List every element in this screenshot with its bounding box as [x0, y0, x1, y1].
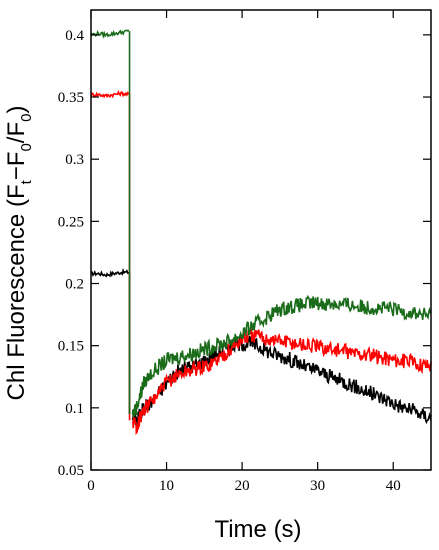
series-group	[90, 90, 432, 436]
series-line	[131, 294, 432, 418]
y-tick-label: 0.05	[58, 463, 84, 479]
y-axis-title-sub-0b: 0	[18, 114, 35, 122]
y-tick-label: 0.25	[58, 214, 84, 230]
series-pre-line	[90, 29, 130, 40]
y-axis-title: Chl Fluorescence (Ft−F0/F0)	[3, 106, 35, 401]
series-line	[131, 328, 432, 436]
y-tick-label: 0.35	[58, 90, 84, 106]
x-axis-title: Time (s)	[214, 516, 301, 543]
y-tick-label: 0.4	[65, 28, 84, 44]
y-axis-title-sub-t: t	[18, 179, 35, 184]
y-axis-title-close: )	[3, 106, 30, 114]
y-axis-title-main: Chl Fluorescence (F	[3, 184, 30, 400]
y-tick-label: 0.15	[58, 339, 84, 355]
y-tick-label: 0.3	[65, 152, 84, 168]
series-pre-line	[90, 267, 130, 278]
series-group	[90, 29, 432, 418]
ticks-layer: 0 10 20 30 40 0.05 0.1 0.15 0.2 0.25 0.3 0.35 0.4	[58, 10, 431, 494]
y-axis-title-slash: /F	[3, 122, 30, 143]
series-layer	[90, 29, 432, 436]
y-axis-title-sub-0a: 0	[18, 143, 35, 151]
x-tick-label: 20	[235, 478, 250, 494]
x-tick-label: 0	[87, 478, 95, 494]
series-pre-line	[90, 90, 130, 99]
x-tick-label: 30	[310, 478, 325, 494]
x-tick-label: 40	[386, 478, 401, 494]
x-tick-label: 10	[159, 478, 174, 494]
series-group	[90, 267, 432, 426]
plot-frame	[90, 9, 432, 471]
y-axis-title-minus: −F	[3, 152, 30, 181]
y-tick-label: 0.1	[65, 401, 84, 417]
y-tick-label: 0.2	[65, 277, 84, 293]
series-line	[131, 335, 432, 426]
